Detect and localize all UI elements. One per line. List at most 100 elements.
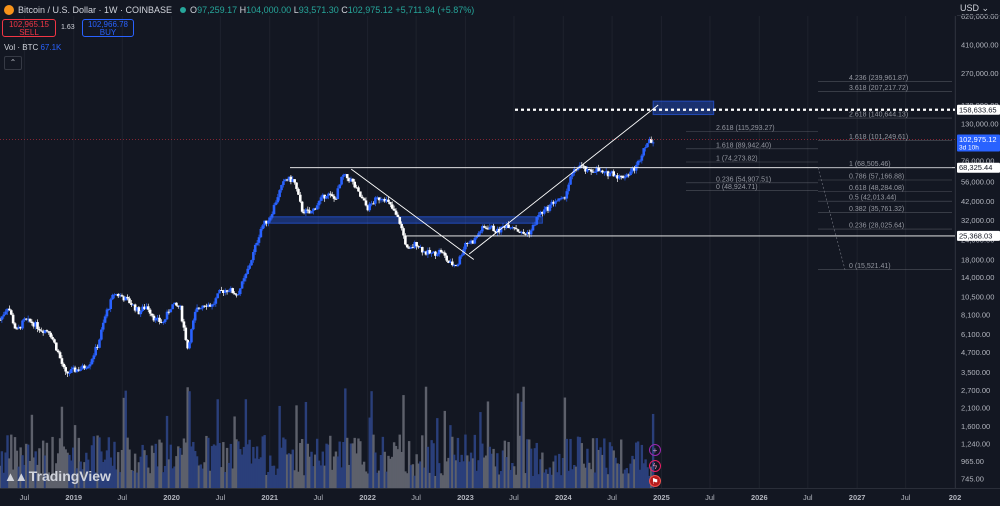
candle-body xyxy=(278,190,281,198)
candle-body xyxy=(413,242,417,248)
flag-icon[interactable]: ⚑ xyxy=(649,475,661,487)
lightning-icon[interactable]: ϟ xyxy=(649,460,661,472)
volume-bar xyxy=(524,473,527,488)
candle-body xyxy=(319,197,323,201)
candle-body xyxy=(111,294,114,300)
volume-bar xyxy=(148,473,152,488)
candle-body xyxy=(193,311,197,321)
volume-bar xyxy=(75,468,79,488)
candle-body xyxy=(422,251,426,253)
volume-bar xyxy=(284,439,287,488)
candle-body xyxy=(511,227,514,229)
volume-bar xyxy=(573,464,576,488)
candle-body xyxy=(75,369,79,372)
candle-body xyxy=(180,305,184,322)
volume-bar xyxy=(451,436,454,488)
volume-bar xyxy=(312,466,315,488)
candle-body xyxy=(13,323,17,329)
volume-bar xyxy=(518,435,522,488)
candle-body xyxy=(467,242,471,244)
candle-body xyxy=(30,321,34,324)
volume-bar xyxy=(381,436,385,488)
candle-body xyxy=(447,260,450,263)
volume-bar xyxy=(150,445,154,488)
volume-bar xyxy=(132,470,135,488)
volume-bar xyxy=(306,443,309,488)
volume-bar xyxy=(646,467,649,488)
candle-body xyxy=(512,227,516,229)
volume-bar xyxy=(205,435,208,488)
price-label: 68,325.44 xyxy=(959,163,992,172)
candle-body xyxy=(23,318,26,321)
volume-bar xyxy=(34,451,37,488)
volume-bar xyxy=(274,474,278,488)
candle-body xyxy=(445,255,448,261)
volume-bar xyxy=(330,469,334,488)
volume-bar xyxy=(163,465,167,488)
volume-bar xyxy=(56,453,60,488)
fib-level-label: 0.236 (54,907.51) xyxy=(716,176,771,183)
candle-body xyxy=(584,166,587,172)
volume-bar xyxy=(586,448,589,488)
x-tick-label: 2023 xyxy=(457,493,474,502)
price-label: 25,368.03 xyxy=(959,231,992,240)
volume-bar xyxy=(550,474,553,488)
volume-bar xyxy=(529,448,533,488)
volume-bar xyxy=(631,455,634,488)
candle-body xyxy=(355,187,358,189)
candle-body xyxy=(526,232,529,234)
candle-body xyxy=(197,307,201,309)
buy-button[interactable]: 102,966.78 BUY xyxy=(82,19,134,37)
volume-bar xyxy=(302,475,306,488)
volume-bar xyxy=(449,425,452,488)
candle-body xyxy=(124,296,128,301)
volume-bar xyxy=(216,399,219,488)
volume-bar xyxy=(387,455,390,488)
candle-body xyxy=(244,273,248,279)
candle-body xyxy=(92,355,96,360)
fib-level-label: 0.5 (42,013.44) xyxy=(849,195,896,202)
candle-body xyxy=(83,365,86,369)
plus-icon[interactable]: + xyxy=(649,444,661,456)
candle-body xyxy=(182,321,186,328)
candle-body xyxy=(64,367,67,372)
candle-body xyxy=(283,179,287,182)
tradingview-logo[interactable]: ▲▲ TradingView xyxy=(4,468,111,484)
volume-bar xyxy=(567,470,570,488)
candle-body xyxy=(176,305,180,307)
volume-bar xyxy=(473,434,477,488)
candle-body xyxy=(90,359,94,365)
volume-bar xyxy=(225,447,229,488)
volume-bar xyxy=(47,472,50,488)
candle-body xyxy=(297,188,300,195)
volume-bar xyxy=(41,440,45,488)
volume-bar xyxy=(406,473,409,488)
sell-button[interactable]: 102,965.15 SELL xyxy=(2,19,56,37)
candle-body xyxy=(38,328,41,331)
volume-bar xyxy=(87,459,90,488)
currency-selector[interactable]: USD ⌄ xyxy=(957,0,1000,16)
candle-body xyxy=(642,148,646,156)
fib-level-label: 0.236 (28,025.64) xyxy=(849,223,904,230)
volume-legend[interactable]: Vol · BTC 67.1K xyxy=(4,43,61,52)
candle-body xyxy=(49,332,52,337)
volume-bar xyxy=(182,438,186,488)
candle-body xyxy=(601,170,604,173)
sell-label: SELL xyxy=(19,28,39,37)
volume-bar xyxy=(250,463,253,488)
volume-bar xyxy=(481,443,484,488)
candle-body xyxy=(597,167,600,172)
volume-bar xyxy=(477,460,480,488)
candle-body xyxy=(522,231,525,234)
volume-bar xyxy=(240,454,244,488)
candle-body xyxy=(86,366,90,369)
candle-body xyxy=(45,330,49,332)
chevron-up-icon[interactable]: ⌃ xyxy=(4,56,22,70)
volume-bar xyxy=(486,401,490,488)
y-tick-label: 1,240.00 xyxy=(961,440,990,449)
symbol-title[interactable]: Bitcoin / U.S. Dollar · 1W · COINBASE xyxy=(18,5,173,15)
candle-body xyxy=(456,264,460,267)
candle-body xyxy=(175,302,178,306)
candle-body xyxy=(171,304,174,310)
